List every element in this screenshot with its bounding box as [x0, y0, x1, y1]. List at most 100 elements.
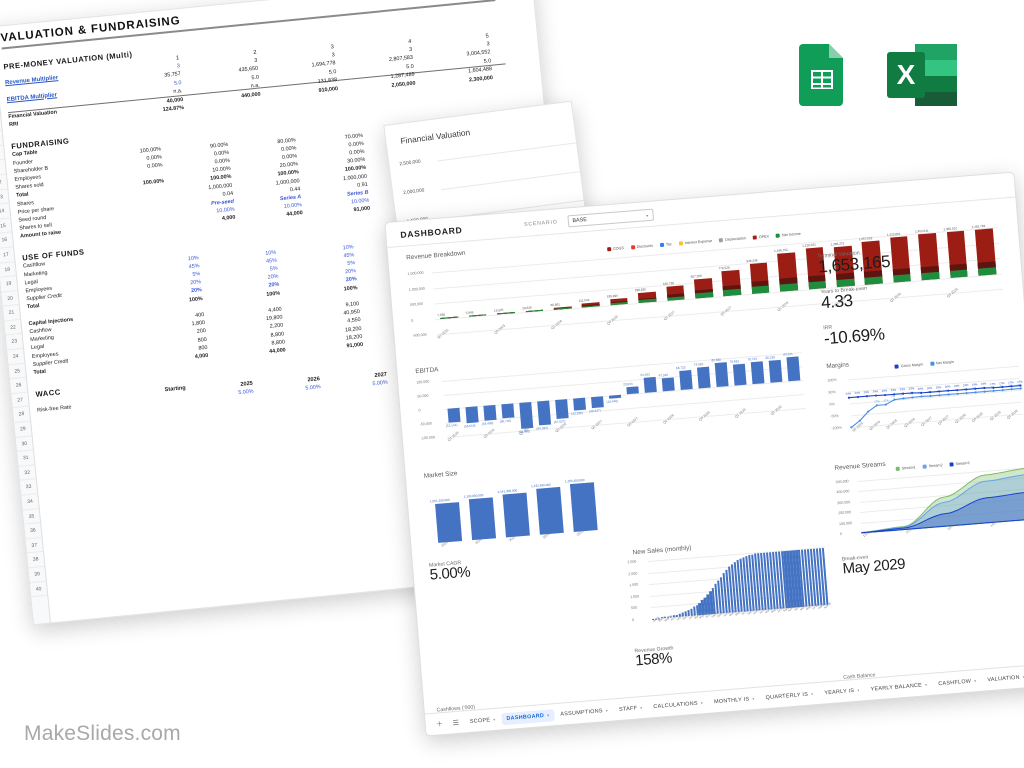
bar: [483, 404, 497, 422]
row-header-cell[interactable]: 31: [17, 450, 35, 467]
row-header-cell[interactable]: 21: [2, 305, 21, 322]
scenario-value: BASE: [572, 216, 588, 225]
axis-tick-label: 0: [418, 408, 421, 413]
bar: [721, 270, 742, 296]
chevron-down-icon[interactable]: ▾: [493, 716, 496, 723]
chevron-down-icon[interactable]: ▾: [924, 682, 928, 688]
chevron-down-icon[interactable]: ▾: [546, 712, 550, 718]
row-header-cell[interactable]: 27: [11, 392, 29, 409]
sheet-tab-staff[interactable]: STAFF ▾: [614, 701, 648, 716]
chevron-down-icon[interactable]: ▾: [810, 691, 814, 697]
bar: [749, 263, 770, 294]
scenario-select[interactable]: BASE ▾: [567, 208, 654, 228]
bar: [786, 356, 801, 382]
row-header-cell[interactable]: 38: [27, 552, 45, 569]
bar-value-label: 7,566: [437, 312, 446, 317]
row-header-cell[interactable]: 26: [10, 377, 28, 395]
chevron-down-icon[interactable]: ▾: [605, 707, 609, 713]
sheet-tab-yearly-balance[interactable]: YEARLY BALANCE ▾: [865, 678, 933, 695]
svg-text:X: X: [897, 59, 916, 90]
legend-swatch: [678, 241, 683, 246]
bar-value-label: 5,949: [465, 309, 474, 315]
bar-value-label: 54,453: [640, 372, 651, 377]
row-header-cell[interactable]: 30: [15, 436, 34, 453]
axis-tick-label: 50,000: [417, 393, 429, 399]
sheet-tab-label: MONTHLY IS: [713, 695, 750, 705]
row-header-cell[interactable]: 37: [25, 537, 44, 554]
axis-tick-label: 100,000: [416, 379, 430, 385]
axis-tick-label: 500: [630, 606, 638, 611]
legend-swatch: [606, 247, 612, 252]
chevron-down-icon[interactable]: ▾: [857, 687, 860, 693]
axis-tick-label: 1,500: [629, 582, 639, 588]
row-header-cell[interactable]: 34: [21, 494, 39, 511]
row-header-cell[interactable]: 20: [1, 290, 19, 307]
sheet-tab-label: DASHBOARD: [506, 712, 545, 722]
chevron-down-icon[interactable]: ▾: [973, 678, 977, 684]
bar: [447, 407, 461, 423]
sheet-tab-scope[interactable]: SCOPE ▾: [464, 713, 501, 728]
legend-swatch: [929, 361, 935, 366]
row-header-cell[interactable]: 19: [0, 276, 18, 293]
row-header-cell[interactable]: 22: [4, 319, 22, 336]
bar: [714, 362, 729, 388]
row-header-cell[interactable]: 33: [19, 479, 38, 496]
add-sheet-icon[interactable]: ＋: [435, 720, 444, 729]
bar: [502, 492, 530, 538]
sheet-tab-monthly-is[interactable]: MONTHLY IS ▾: [709, 692, 761, 708]
revenue-streams-area-svg: [861, 467, 1024, 534]
bar-value-label: 66,733: [675, 365, 686, 371]
row-header-cell[interactable]: 39: [28, 566, 46, 583]
legend-swatch: [752, 235, 757, 240]
chevron-down-icon[interactable]: ▾: [700, 700, 704, 706]
gridline: [441, 171, 580, 191]
sheet-tab-cashflow[interactable]: CASHFLOW ▾: [933, 674, 982, 690]
sheet-tab-label: STAFF: [618, 704, 638, 713]
row-header-cell[interactable]: 25: [8, 363, 26, 380]
axis-tick-label: -100,000: [420, 435, 436, 441]
dashboard-sheet[interactable]: DASHBOARD SCENARIO BASE ▾ Revenue Breakd…: [384, 171, 1024, 737]
row-header-cell[interactable]: 40: [29, 581, 48, 598]
dashboard-title: DASHBOARD: [400, 224, 463, 240]
bar: [465, 406, 479, 423]
sheet-tab-assumptions[interactable]: ASSUMPTIONS ▾: [555, 704, 614, 721]
chevron-down-icon: ▾: [646, 212, 649, 218]
legend-swatch: [895, 466, 901, 471]
sheet-tab-label: CALCULATIONS: [653, 700, 699, 710]
sheet-tab-dashboard[interactable]: DASHBOARD ▾: [501, 708, 555, 725]
sheet-tab-valuation[interactable]: VALUATION ▾: [982, 670, 1024, 686]
margins-chart: 100% 50% 0% -50% -100% 24% 24% 24% 24% 23% 23% 23% 2…: [827, 359, 1024, 446]
sheet-tab-label: YEARLY BALANCE: [870, 682, 923, 693]
axis-tick-label: -50,000: [419, 421, 432, 427]
all-sheets-menu-icon[interactable]: ☰: [452, 719, 460, 727]
sheet-tab-quarterly-is[interactable]: QUARTERLY IS ▾: [760, 687, 819, 704]
row-header-cell[interactable]: 29: [14, 421, 32, 438]
sheet-tab-yearly-is[interactable]: YEARLY IS ▾: [819, 684, 865, 700]
bar: [468, 497, 496, 541]
axis-tick-label: 1,000: [630, 594, 640, 599]
bar-value-label: 13,525: [493, 307, 504, 313]
row-header-cell[interactable]: 28: [12, 406, 31, 424]
axis-tick-label: -500,000: [412, 332, 427, 338]
row-header-cell[interactable]: 24: [7, 348, 25, 365]
legend-swatch: [894, 364, 900, 369]
margins-line-svg: [847, 384, 1022, 429]
bar: [537, 400, 551, 426]
bar-value-label: 78,744: [747, 356, 758, 362]
axis-tick-label: 0: [631, 617, 635, 623]
row-header-cell[interactable]: 23: [5, 334, 24, 351]
sheet-tab-calculations[interactable]: CALCULATIONS ▾: [648, 696, 709, 713]
bar-value-label: (56,016): [463, 423, 476, 429]
row-header-cell[interactable]: 35: [22, 508, 41, 525]
kpi-column: Terminal Valuation 1,653,165 Years to Br…: [817, 238, 1024, 578]
chevron-down-icon[interactable]: ▾: [752, 696, 755, 702]
bar: [665, 285, 685, 301]
bar-value-label: (43,296): [571, 410, 584, 416]
row-header-cell[interactable]: 32: [18, 465, 36, 482]
axis-tick-label: 2,000,000: [402, 188, 425, 197]
sheet-tab-bar[interactable]: ＋ ☰ SCOPE ▾ DASHBOARD ▾ ASSUMPTIONS ▾ STAFF ▾ CA…: [424, 662, 1024, 736]
axis-tick-label: 2,500,000: [399, 159, 422, 168]
bar-value-label: (10,440): [606, 398, 619, 404]
row-header-cell[interactable]: 36: [24, 523, 42, 540]
chevron-down-icon[interactable]: ▾: [639, 705, 643, 711]
